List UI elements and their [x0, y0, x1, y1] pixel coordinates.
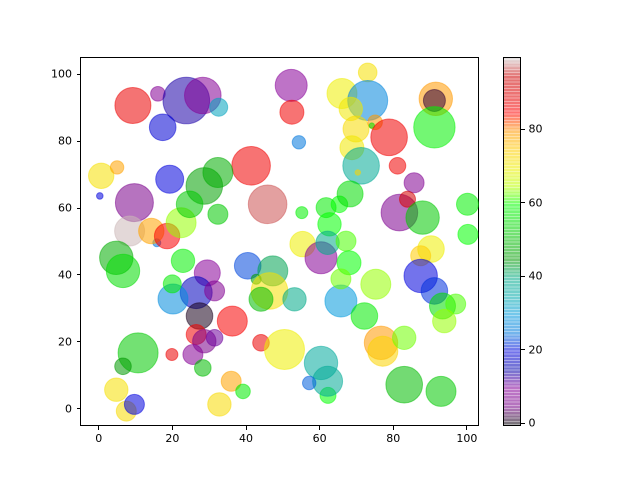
colorbar-tick-mark	[521, 423, 525, 424]
bubble	[342, 147, 380, 185]
bubble	[291, 135, 307, 150]
bubble	[205, 329, 224, 347]
bubble	[170, 248, 196, 274]
x-tick-mark	[392, 426, 394, 430]
bubble	[354, 169, 361, 176]
bubble	[385, 365, 424, 404]
y-tick-label: 80	[58, 134, 72, 148]
bubble	[413, 106, 456, 149]
colorbar-tick-mark	[521, 128, 525, 130]
bubble	[204, 280, 226, 302]
bubble	[105, 253, 141, 289]
bubble	[335, 230, 357, 252]
bubble	[182, 344, 204, 365]
colorbar-tick-label: 20	[528, 343, 543, 357]
y-tick-label: 0	[65, 402, 72, 416]
bubble	[175, 190, 204, 219]
bubble	[104, 377, 129, 402]
bubble	[216, 305, 248, 337]
y-tick-mark	[76, 341, 80, 343]
bubble	[207, 392, 232, 417]
bubble	[282, 287, 307, 312]
bubble	[109, 160, 125, 175]
bubble	[202, 157, 234, 188]
y-tick-label: 40	[58, 268, 72, 282]
bubble	[295, 206, 309, 220]
x-tick-mark	[171, 426, 173, 430]
bubble	[388, 157, 407, 175]
y-tick-mark	[76, 408, 80, 410]
y-tick-label: 20	[58, 335, 72, 349]
colorbar-tick-label: 80	[528, 122, 543, 136]
bubble	[399, 190, 416, 208]
x-tick-label: 20	[165, 432, 180, 445]
bubble	[165, 348, 179, 361]
plot-area	[80, 57, 479, 426]
bubble	[279, 99, 305, 125]
bubble	[123, 393, 145, 415]
bubble	[405, 200, 440, 235]
bubble	[235, 383, 251, 400]
bubble	[302, 375, 317, 391]
bubble	[95, 192, 104, 200]
bubble	[231, 146, 271, 186]
bubble	[360, 268, 392, 300]
bubble	[207, 203, 229, 225]
x-tick-mark	[466, 426, 468, 430]
colorbar-gradient	[504, 58, 520, 425]
x-tick-label: 0	[95, 432, 103, 445]
bubble	[274, 68, 308, 102]
x-tick-mark	[98, 426, 100, 430]
bubble	[264, 329, 305, 370]
x-tick-label: 100	[456, 432, 478, 445]
y-tick-label: 100	[51, 67, 72, 81]
bubble-scatter-svg	[88, 62, 479, 422]
colorbar-tick-label: 60	[528, 196, 543, 210]
bubble	[194, 359, 212, 377]
bubble	[432, 308, 457, 334]
x-tick-mark	[319, 426, 321, 430]
colorbar-tick-mark	[521, 275, 525, 277]
bubble	[336, 180, 364, 208]
bubble	[445, 293, 467, 315]
y-tick-mark	[76, 207, 80, 209]
bubble	[162, 274, 182, 294]
bubble	[312, 365, 344, 397]
x-tick-label: 40	[239, 432, 253, 445]
bubble	[357, 62, 378, 83]
colorbar-stripes	[504, 58, 520, 425]
bubble	[330, 268, 352, 290]
colorbar-tick-label: 0	[528, 416, 536, 430]
bubble	[367, 335, 399, 367]
bubble	[114, 183, 154, 223]
bubble	[425, 375, 457, 407]
colorbar-tick-label: 40	[528, 269, 543, 283]
x-tick-label: 60	[312, 432, 327, 445]
bubble	[350, 302, 379, 330]
x-tick-label: 80	[386, 432, 401, 445]
bubble	[370, 118, 408, 157]
bubble	[114, 87, 152, 124]
x-tick-mark	[245, 426, 247, 430]
colorbar	[503, 57, 521, 426]
y-tick-mark	[76, 73, 80, 75]
colorbar-tick-mark	[521, 202, 525, 204]
bubble	[220, 370, 242, 392]
y-tick-mark	[76, 140, 80, 142]
bubble	[247, 184, 288, 225]
bubble	[403, 172, 425, 194]
y-tick-mark	[76, 274, 80, 276]
bubble	[392, 325, 417, 350]
bubble	[457, 223, 479, 245]
bubble	[114, 357, 132, 376]
colorbar-tick-mark	[521, 349, 525, 351]
bubble	[248, 286, 274, 312]
bubble	[148, 113, 177, 142]
bubble	[456, 192, 479, 216]
bubble	[155, 164, 185, 194]
bubble	[209, 97, 229, 117]
y-tick-label: 60	[58, 201, 72, 215]
bubble	[88, 162, 115, 190]
